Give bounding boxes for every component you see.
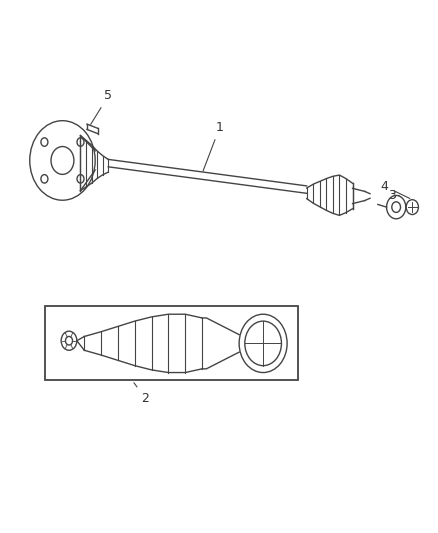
Bar: [45, 306, 297, 381]
Text: 3: 3: [387, 189, 398, 201]
Text: 1: 1: [203, 122, 223, 171]
Text: 5: 5: [90, 90, 112, 124]
Text: 2: 2: [134, 383, 149, 405]
Text: 4: 4: [380, 180, 409, 198]
